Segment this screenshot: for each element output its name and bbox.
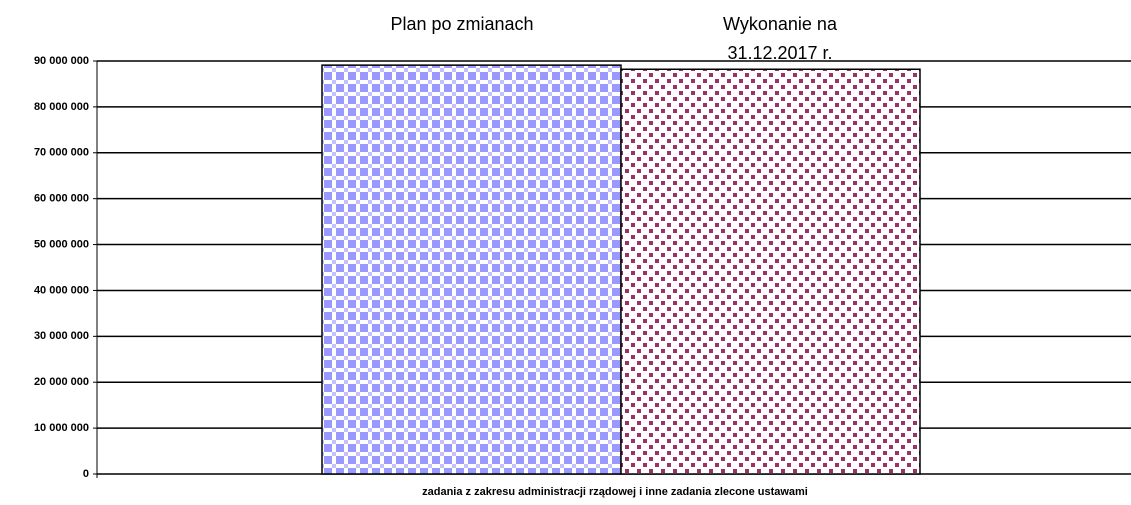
y-tick-label: 90 000 000	[34, 55, 89, 67]
legend-label: Plan po zmianach	[390, 14, 534, 34]
y-tick-label: 10 000 000	[34, 422, 89, 434]
y-tick-label: 20 000 000	[34, 376, 89, 388]
y-tick-label: 40 000 000	[34, 284, 89, 296]
y-tick-label: 0	[83, 468, 89, 480]
bar	[620, 68, 921, 475]
y-tick-label: 50 000 000	[34, 238, 89, 250]
y-tick-label: 70 000 000	[34, 147, 89, 159]
y-tick-label: 30 000 000	[34, 330, 89, 342]
y-tick-label: 60 000 000	[34, 193, 89, 205]
legend-label: Wykonanie na 31.12.2017 r.	[723, 14, 837, 63]
bar	[321, 64, 622, 475]
x-tick-label: zadania z zakresu administracji rządowej…	[422, 486, 808, 498]
y-tick-label: 80 000 000	[34, 101, 89, 113]
